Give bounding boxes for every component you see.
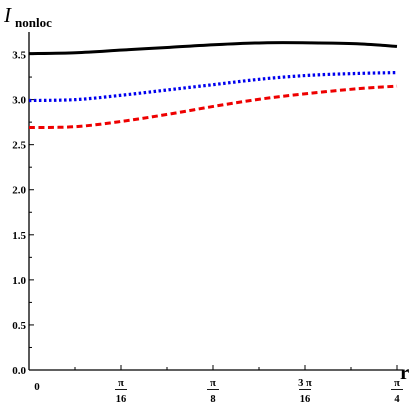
series [29,43,397,128]
x-tick-label-denominator: 4 [394,394,400,405]
x-axis-label: r [400,360,409,384]
x-tick-label-numerator: 3 π [298,378,312,389]
x-tick-label-numerator: π [210,378,216,389]
x-tick-label-denominator: 8 [210,394,215,405]
y-tick-label: 0.0 [12,365,26,377]
x-tick-label-denominator: 16 [116,394,127,405]
series-line-solid [29,43,397,54]
axes [29,32,403,370]
x-tick-label-numerator: π [118,378,124,389]
y-tick-label: 3.5 [12,50,26,62]
y-tick-label: 2.5 [12,140,26,152]
series-line-dashed [29,86,397,127]
x-tick-label: 0 [34,381,40,393]
y-axis-label: I [3,3,12,27]
y-tick-label: 1.5 [12,230,26,242]
y-tick-label: 2.0 [12,185,26,197]
x-tick-label-denominator: 16 [300,394,311,405]
y-axis-label-subscript: nonloc [15,15,52,30]
y-tick-label: 1.0 [12,275,26,287]
series-line-dotted [29,73,397,101]
y-tick-label: 0.5 [12,320,26,332]
y-tick-label: 3.0 [12,95,26,107]
